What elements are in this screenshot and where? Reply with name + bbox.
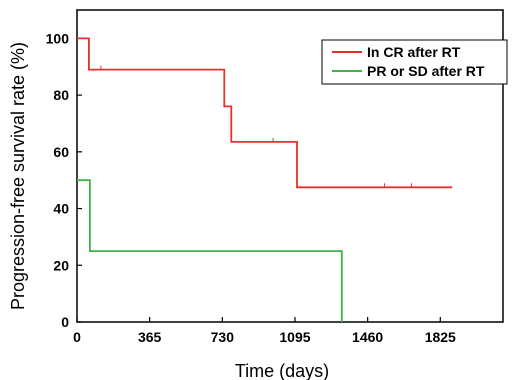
y-tick-label: 40: [53, 201, 69, 217]
legend: In CR after RT PR or SD after RT: [321, 39, 508, 85]
x-tick-label: 1460: [352, 329, 383, 345]
y-tick-label: 60: [53, 144, 69, 160]
y-tick-label: 80: [53, 87, 69, 103]
x-tick-label: 1095: [279, 329, 310, 345]
plot-area: 0 365 730 1095 1460 1825 0 20 40 60 80 100: [46, 9, 504, 345]
x-tick-label: 730: [211, 329, 235, 345]
y-tick-label: 100: [46, 30, 70, 46]
y-tick-label: 0: [61, 314, 69, 330]
y-tick-label: 20: [53, 257, 69, 273]
y-axis-label: Progression-free survival rate (%): [8, 42, 28, 310]
x-tick-label: 365: [138, 329, 162, 345]
x-tick-label: 0: [73, 329, 81, 345]
plot-frame: [76, 9, 504, 323]
x-axis-label: Time (days): [235, 361, 329, 380]
legend-box: [321, 39, 508, 85]
series-line-1: [77, 179, 343, 322]
legend-label-in-cr: In CR after RT: [367, 44, 461, 60]
legend-label-pr-or-sd: PR or SD after RT: [367, 63, 485, 79]
series-line-0: [77, 37, 453, 189]
x-tick-label: 1825: [425, 329, 456, 345]
